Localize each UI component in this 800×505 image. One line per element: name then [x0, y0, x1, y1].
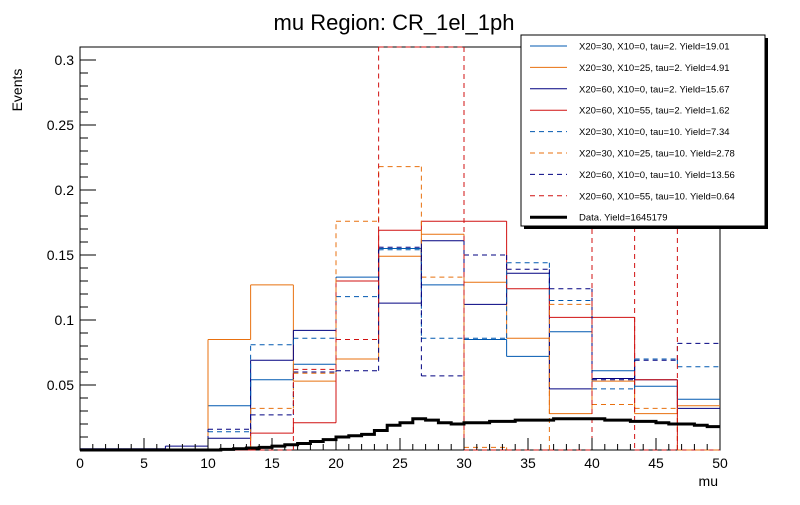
x-tick-label: 30 [456, 455, 472, 471]
legend-entry: X20=60, X10=55, tau=2. Yield=1.62 [579, 106, 730, 117]
y-tick-label: 0.05 [47, 377, 74, 393]
x-tick-label: 20 [328, 455, 344, 471]
x-tick-label: 40 [584, 455, 600, 471]
legend-entry: X20=60, X10=0, tau=2. Yield=15.67 [579, 84, 730, 95]
axes: 0 5 10 15 20 25 30 35 40 45 50 0.05 0.1 0.15 0.2 0.25 0.… [47, 46, 728, 471]
y-tick-label: 0.25 [47, 117, 74, 133]
x-tick-label: 10 [200, 455, 216, 471]
legend-entry: X20=30, X10=0, tau=2. Yield=19.01 [579, 42, 730, 53]
legend: X20=30, X10=0, tau=2. Yield=19.01 X20=30,… [520, 34, 768, 229]
legend-entry: X20=30, X10=25, tau=10. Yield=2.78 [579, 149, 735, 160]
y-axis-label: Events [9, 69, 25, 112]
legend-entry: Data. Yield=1645179 [579, 213, 667, 224]
y-tick-label: 0.15 [47, 247, 74, 263]
y-tick-label: 0.3 [55, 52, 75, 68]
legend-entry: X20=60, X10=0, tau=10. Yield=13.56 [579, 170, 735, 181]
y-tick-label: 0.2 [55, 182, 75, 198]
x-tick-label: 35 [520, 455, 536, 471]
legend-entry: X20=60, X10=55, tau=10. Yield=0.64 [579, 191, 735, 202]
y-tick-label: 0.1 [55, 312, 75, 328]
x-tick-label: 15 [264, 455, 280, 471]
chart-marks [80, 46, 720, 452]
x-tick-label: 0 [76, 455, 84, 471]
x-tick-label: 50 [712, 455, 728, 471]
x-tick-label: 5 [140, 455, 148, 471]
x-axis-label: mu [699, 473, 718, 489]
chart-title: mu Region: CR_1el_1ph [274, 10, 515, 35]
legend-entry: X20=30, X10=25, tau=2. Yield=4.91 [579, 63, 730, 74]
x-tick-label: 25 [392, 455, 408, 471]
x-tick-label: 45 [648, 455, 664, 471]
legend-box [520, 34, 766, 227]
legend-entry: X20=30, X10=0, tau=10. Yield=7.34 [579, 127, 730, 138]
